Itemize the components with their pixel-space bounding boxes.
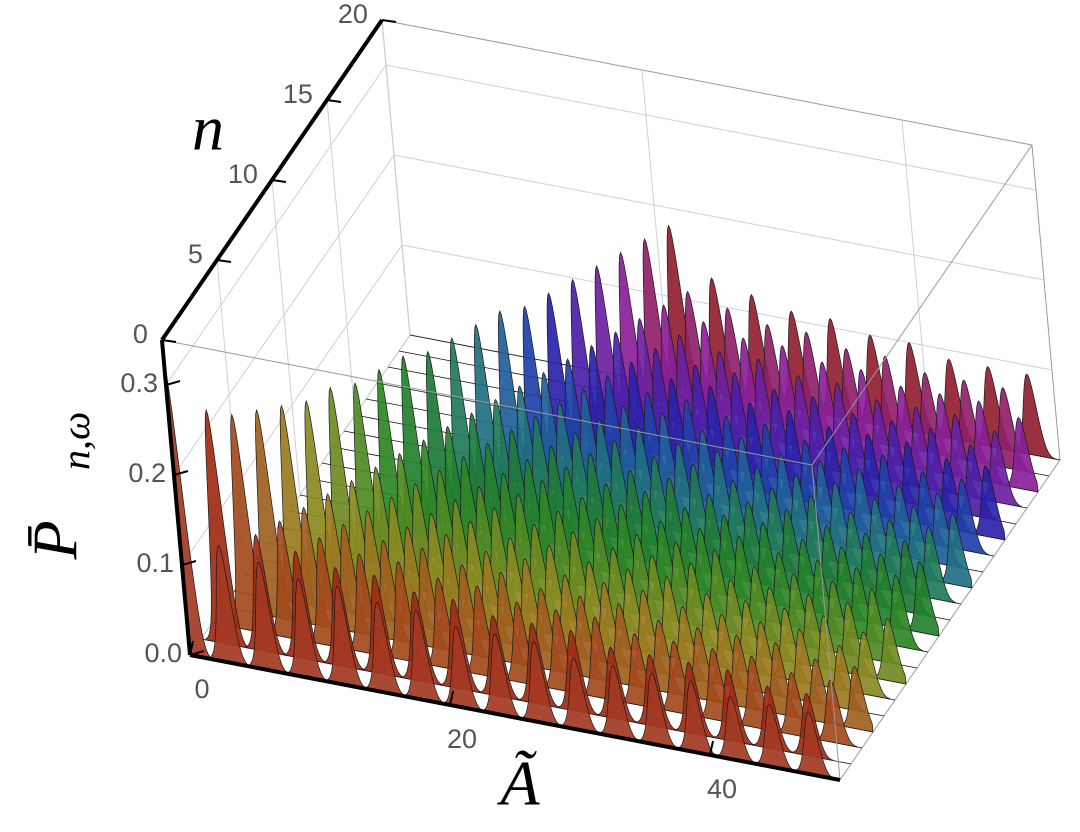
ridge-peak: [441, 625, 485, 712]
ridge-peak: [753, 704, 797, 772]
ridge-peak: [204, 408, 249, 649]
n-tick-label: 10: [228, 159, 258, 189]
n-tick-label: 0: [133, 319, 148, 349]
ridge-peak: [714, 696, 758, 765]
ridge-peak: [636, 672, 680, 750]
x-tick-label: 20: [447, 724, 477, 754]
grid-line: [393, 154, 1045, 281]
ridge-peak: [519, 640, 563, 727]
ridge-peak: [246, 561, 290, 675]
n-tick-label: 20: [338, 0, 368, 29]
z-tick: [189, 650, 205, 656]
ridge-peak: [792, 711, 836, 780]
ridges: [164, 224, 1061, 781]
ridge-peak: [363, 601, 407, 697]
box-edge: [1031, 144, 1061, 461]
x-tick: [189, 640, 194, 656]
z-tick-label: 0.1: [136, 548, 174, 578]
n-tick-label: 15: [283, 79, 313, 109]
z-axis-title-sub: n,ω: [53, 412, 98, 470]
ridge-peak: [558, 657, 602, 735]
x-tick-label: 0: [194, 674, 209, 704]
z-tick: [173, 470, 189, 476]
n-tick: [326, 99, 342, 103]
ridge-peak: [164, 366, 212, 660]
ridge-peak: [402, 609, 446, 705]
z-tick: [181, 560, 197, 566]
x-axis-title: Ã: [496, 748, 540, 819]
z-tick: [165, 380, 181, 386]
z-axis-title: P̄ n,ω: [20, 412, 99, 561]
z-tick-label: 0.0: [144, 638, 182, 668]
z-tick-label: 0.2: [128, 458, 166, 488]
n-tick-label: 5: [188, 239, 203, 269]
ridge-peak: [285, 577, 329, 682]
grid-line: [385, 64, 1037, 191]
x-tick: [449, 690, 454, 706]
z-axis-title-main: P̄: [20, 520, 91, 560]
ridge-peak: [480, 633, 524, 720]
z-tick-label: 0.3: [120, 368, 158, 398]
ridge-peak: [324, 585, 368, 690]
n-tick: [381, 19, 397, 23]
x-tick: [709, 740, 714, 756]
ridge-peak: [597, 664, 641, 742]
grid-line: [326, 99, 356, 416]
grid-line: [271, 179, 301, 496]
ridge-peak: [207, 544, 251, 667]
x-axis-line: [189, 653, 841, 782]
grid-line: [381, 19, 411, 336]
box-edge: [811, 464, 841, 781]
grid-line: [401, 244, 1053, 371]
n-tick: [216, 259, 232, 263]
n-axis-title: n: [192, 93, 224, 164]
ridge-peak: [675, 679, 719, 757]
box-front: 0 20 40 0 5 10 15 20 0.0 0.1 0.2 0.3: [120, 0, 1033, 804]
x-tick-label: 40: [707, 774, 737, 804]
n-tick: [161, 339, 177, 343]
n-tick: [271, 179, 287, 183]
z-axis-line: [159, 339, 192, 656]
box-edge: [161, 339, 813, 466]
box-edge: [811, 144, 1033, 466]
box-edge: [381, 19, 1033, 146]
